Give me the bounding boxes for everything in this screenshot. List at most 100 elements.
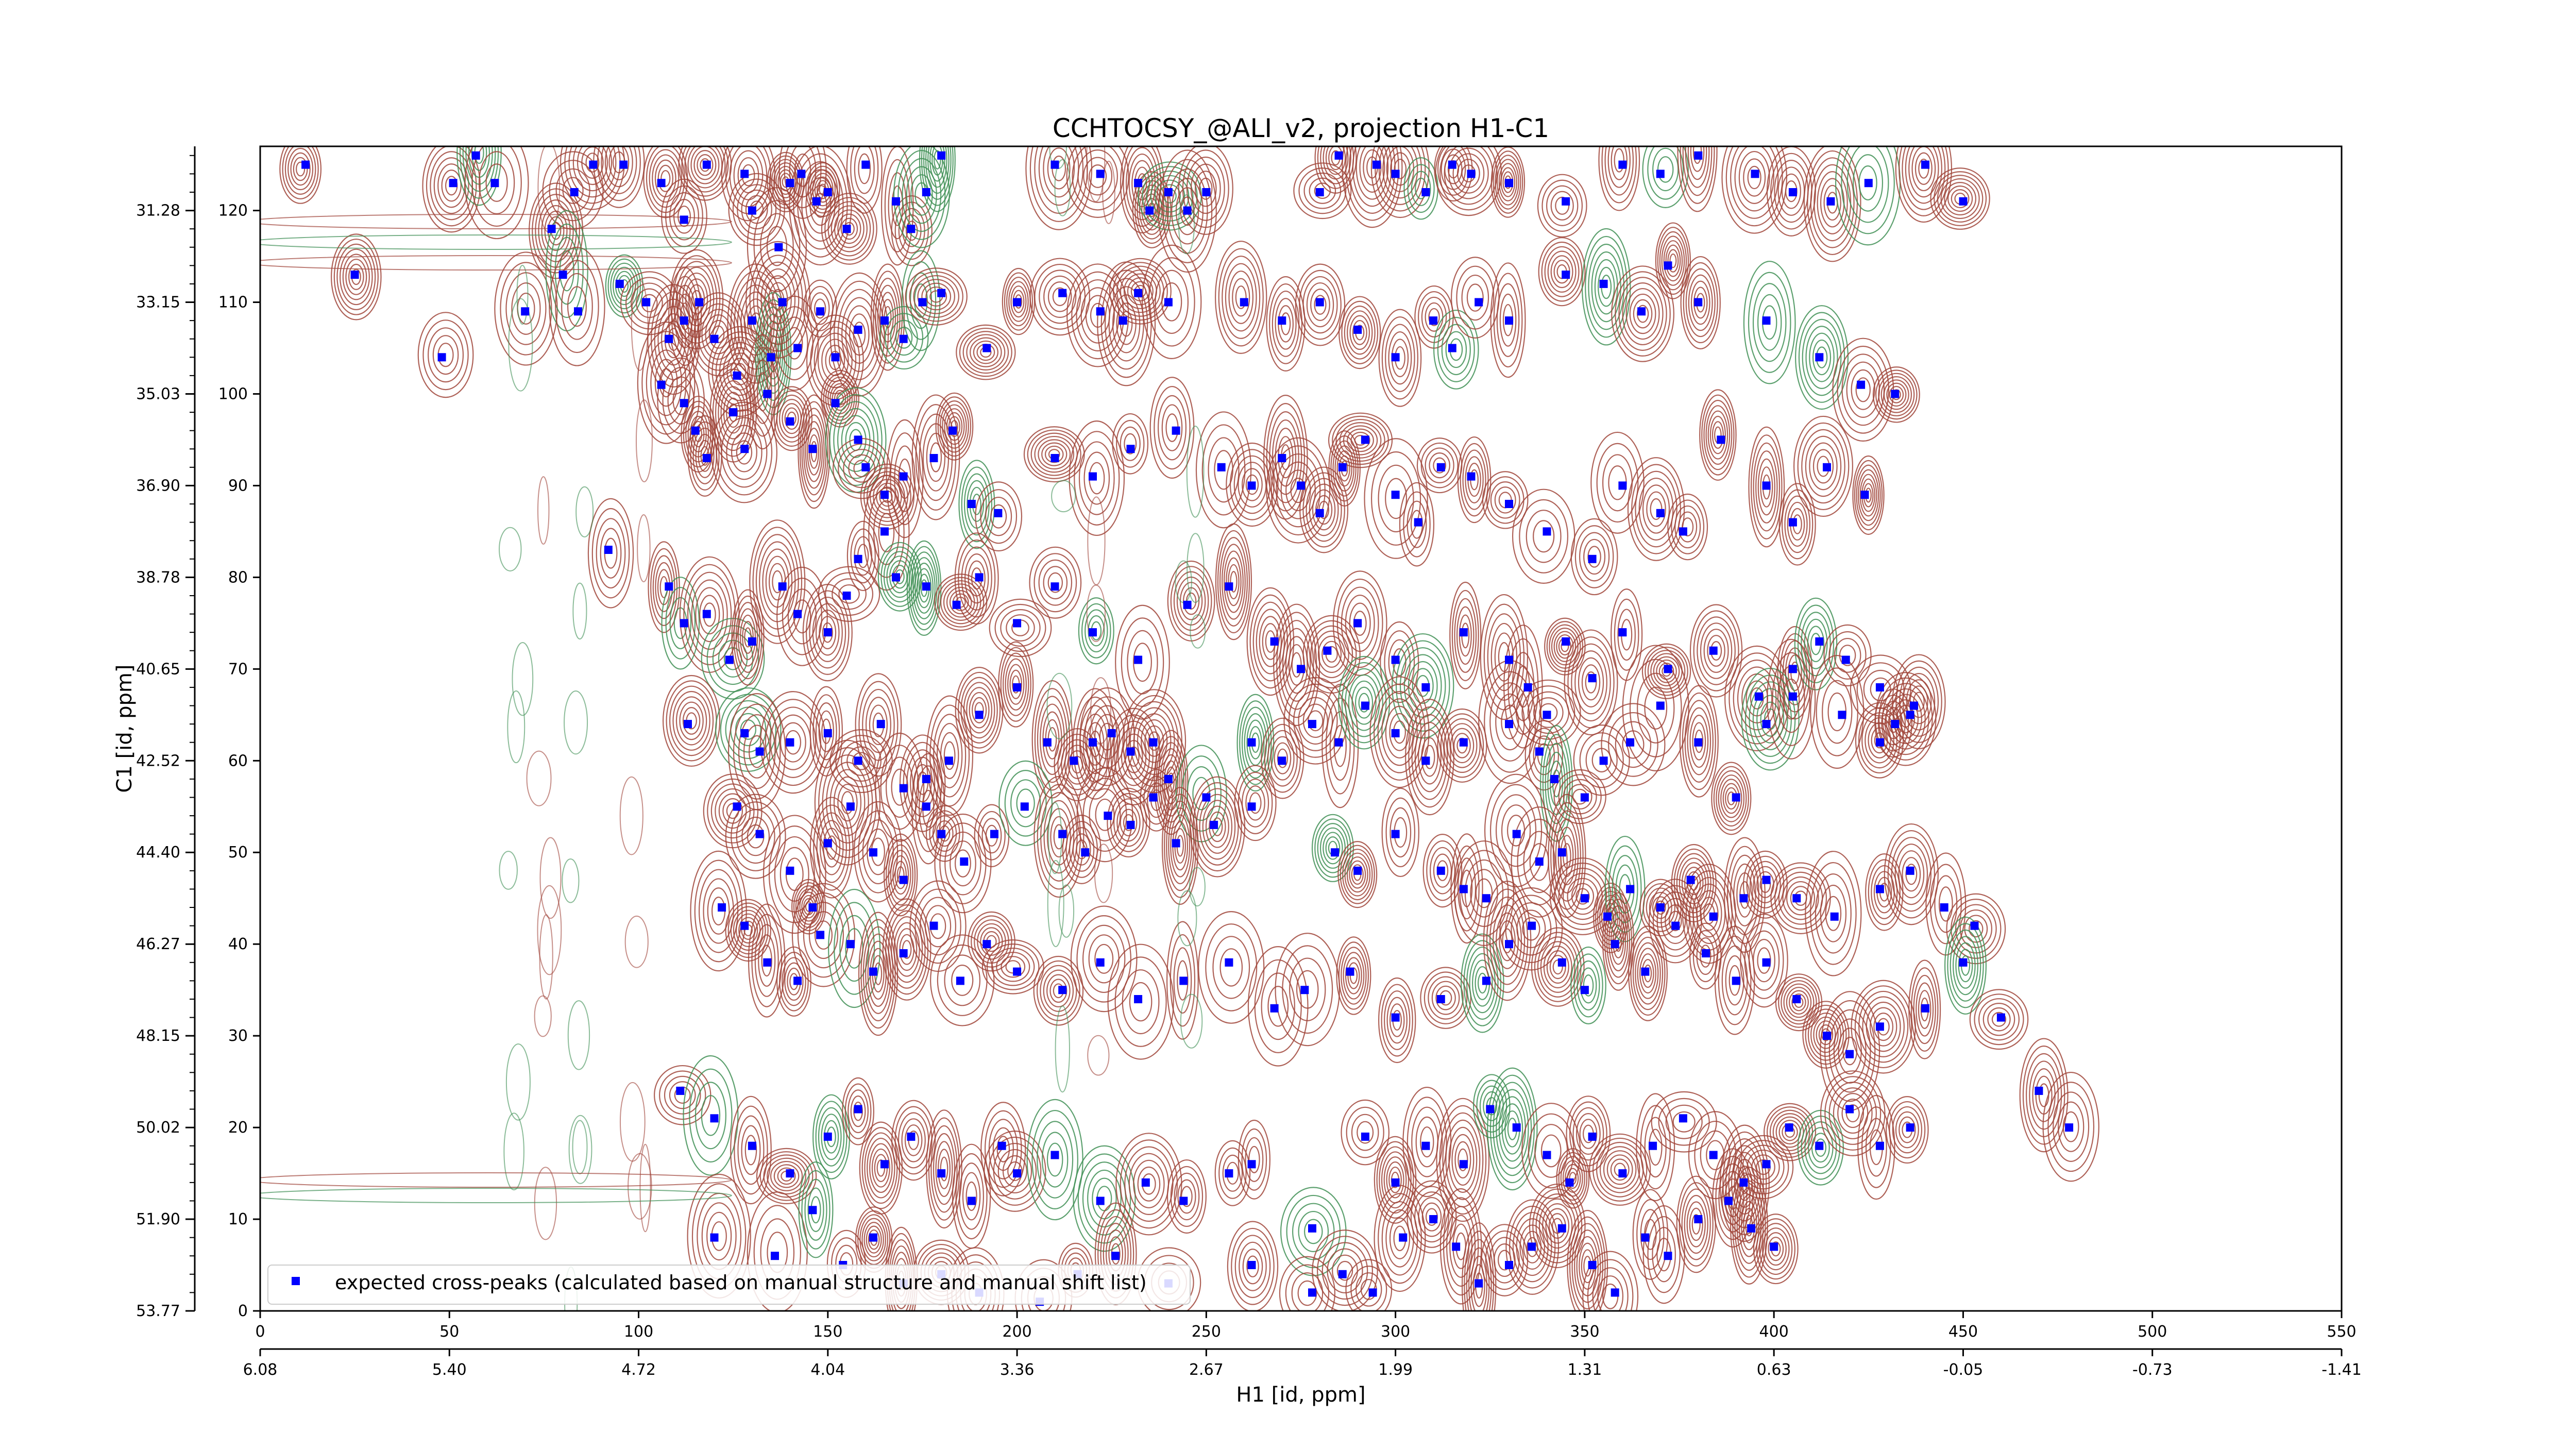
contour-ring <box>1378 309 1422 407</box>
contour-ring <box>1394 158 1407 179</box>
contour-ring <box>929 146 945 182</box>
contour-ring <box>1727 846 1762 944</box>
x-index-tick-label-2: 100 <box>624 1323 653 1341</box>
contour-ring <box>1590 431 1645 534</box>
contour-ring <box>1277 748 1289 768</box>
cross-peak-marker <box>812 197 821 206</box>
cross-peak-marker <box>725 655 734 664</box>
noise-band-contour <box>526 750 552 806</box>
contour-ring <box>1321 1242 1368 1300</box>
cross-peak-marker <box>1588 1132 1597 1141</box>
cross-peak-marker <box>1391 353 1400 362</box>
contour-ring <box>933 714 967 798</box>
contour-ring <box>1854 985 1912 1069</box>
contour-ring <box>1196 788 1239 866</box>
cross-peak-marker <box>642 298 651 307</box>
contour-ring <box>1341 300 1379 364</box>
contour-ring <box>838 584 860 604</box>
cross-peak-marker <box>786 179 794 188</box>
contour-ring <box>1456 265 1495 330</box>
contour-ring <box>818 566 880 622</box>
contour-ring <box>1010 779 1041 828</box>
contour-ring <box>960 677 998 744</box>
contour-ring <box>1084 696 1130 778</box>
contour-ring <box>1069 420 1125 536</box>
contour-ring <box>871 1148 890 1188</box>
contour-ring <box>767 1157 806 1195</box>
contour-ring <box>1041 442 1067 466</box>
contour-ring <box>1991 1012 2007 1027</box>
contour-ring <box>1794 597 1838 690</box>
contour-ring <box>891 185 904 226</box>
cross-peak-marker <box>740 445 749 453</box>
noise-band-contour <box>1090 677 1112 744</box>
contour-ring <box>782 957 806 1006</box>
contour-ring <box>1493 150 1523 214</box>
contour-ring <box>1716 770 1747 827</box>
cross-peak-marker <box>1860 491 1869 499</box>
contour-ring <box>1072 146 1124 211</box>
contour-ring <box>1641 643 1691 699</box>
contour-ring <box>1302 276 1338 334</box>
contour-ring <box>988 1136 1042 1206</box>
contour-ring <box>1076 915 1132 1003</box>
contour-ring <box>1245 785 1265 821</box>
cross-peak-marker <box>740 729 749 737</box>
contour-ring <box>596 518 626 589</box>
contour-ring <box>673 198 695 234</box>
noise-band-contour <box>1088 743 1108 791</box>
contour-ring <box>1460 443 1489 517</box>
cross-peak-marker <box>767 353 775 362</box>
contour-ring <box>1929 864 1962 945</box>
contour-ring <box>1137 1166 1161 1202</box>
contour-ring <box>1381 984 1413 1057</box>
cross-peak-marker <box>854 554 862 563</box>
contour-ring <box>1781 173 1801 209</box>
contour-ring <box>764 275 792 325</box>
cross-peak-marker <box>437 353 446 362</box>
contour-ring <box>585 153 600 173</box>
x-index-tick-label-6: 300 <box>1381 1323 1410 1341</box>
contour-ring <box>1648 879 1702 964</box>
contour-ring <box>1545 743 1568 824</box>
contour-ring <box>1752 283 1787 362</box>
contour-ring <box>768 282 788 318</box>
contour-ring <box>754 924 779 997</box>
contour-ring <box>834 902 875 995</box>
contour-ring <box>1095 798 1115 831</box>
contour-ring <box>1378 146 1422 205</box>
contour-ring <box>1805 326 1838 389</box>
cross-peak-marker <box>1013 1169 1022 1178</box>
contour-ring <box>1198 911 1265 1024</box>
contour-ring <box>1684 867 1704 900</box>
contour-ring <box>1632 1189 1669 1280</box>
contour-ring <box>1816 667 1858 756</box>
contour-ring <box>994 603 1046 652</box>
contour-ring <box>1740 913 1788 1008</box>
cross-peak-marker <box>1448 160 1456 169</box>
contour-ring <box>1845 1104 1860 1123</box>
contour-ring <box>762 815 826 934</box>
contour-ring <box>1596 443 1639 523</box>
contour-ring <box>1275 427 1297 487</box>
contour-ring <box>1468 1247 1490 1311</box>
contour-ring <box>1567 1209 1608 1311</box>
contour-ring <box>1466 1239 1492 1311</box>
contour-ring <box>978 811 1006 861</box>
contour-ring <box>1905 146 1942 204</box>
contour-ring <box>712 632 754 685</box>
contour-ring <box>1565 1164 1581 1193</box>
contour-ring <box>1457 436 1492 524</box>
contour-ring <box>1273 603 1320 726</box>
contour-ring <box>935 392 974 461</box>
contour-ring <box>828 888 881 1008</box>
contour-ring <box>958 539 996 618</box>
x-axis-label: H1 [id, ppm] <box>1236 1383 1365 1407</box>
contour-ring <box>1406 1097 1447 1187</box>
contour-ring <box>1769 1109 1810 1155</box>
contour-ring <box>1496 1089 1529 1169</box>
contour-ring <box>1725 955 1744 1006</box>
contour-ring <box>903 742 942 825</box>
contour-ring <box>1841 146 1895 234</box>
contour-ring <box>1040 703 1065 776</box>
